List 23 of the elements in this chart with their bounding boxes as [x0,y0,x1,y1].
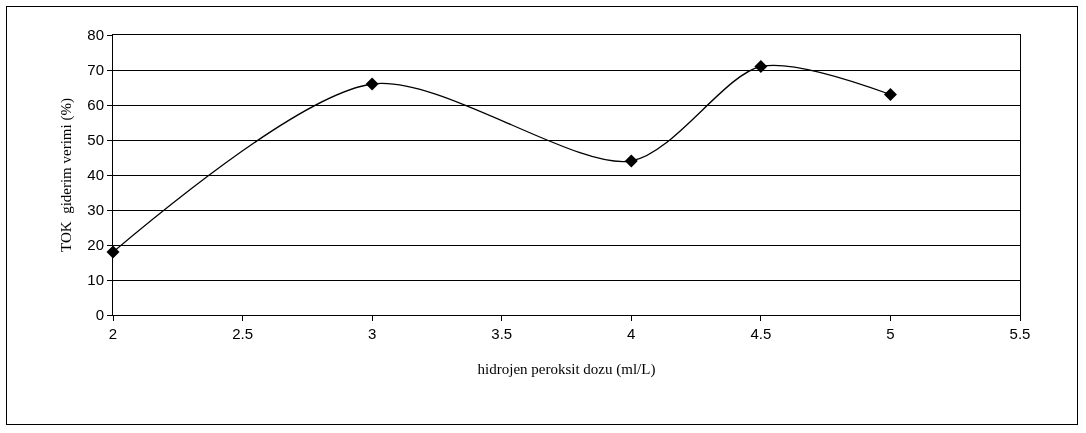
point [624,154,638,168]
x-tick-label: 5 [886,325,895,342]
y-axis-title: TOK giderim verimi (%) [57,98,75,252]
x-tick-label: 4.5 [750,325,772,342]
x-tick-label: 2 [108,325,118,342]
y-tick-label: 20 [87,236,104,254]
x-tick-label: 5.5 [1009,325,1031,342]
y-tick-label: 80 [87,26,104,44]
x-tick-label: 4 [627,325,636,342]
x-axis-title: hidrojen peroksit dozu (ml/L) [477,361,656,378]
x-tick-label: 2.5 [232,325,253,342]
point [754,60,768,73]
y-tick-label: 50 [87,131,104,149]
y-tick-label: 60 [87,96,104,114]
y-tick-label: 10 [87,271,104,289]
x-tick-label: 3.5 [491,325,513,342]
y-tick-label: 30 [87,201,104,219]
y-tick-label: 0 [95,306,104,324]
x-tick-label: 3 [367,325,377,342]
point [883,88,897,101]
y-tick-label: 40 [87,166,104,184]
y-tick-label: 70 [87,61,104,79]
point [365,77,379,91]
